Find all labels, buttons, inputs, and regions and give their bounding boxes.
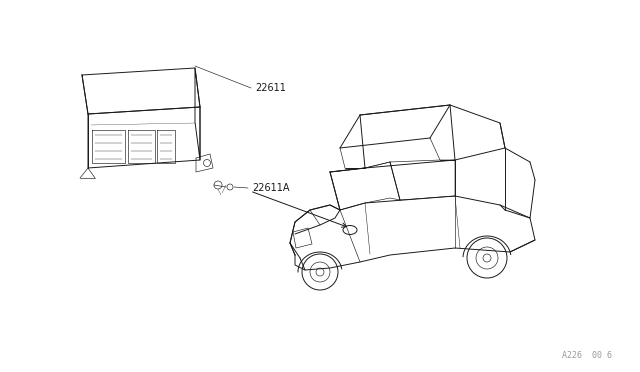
Text: 22611A: 22611A xyxy=(252,183,289,193)
Text: 22611: 22611 xyxy=(255,83,286,93)
Text: A226  00 6: A226 00 6 xyxy=(562,350,612,359)
